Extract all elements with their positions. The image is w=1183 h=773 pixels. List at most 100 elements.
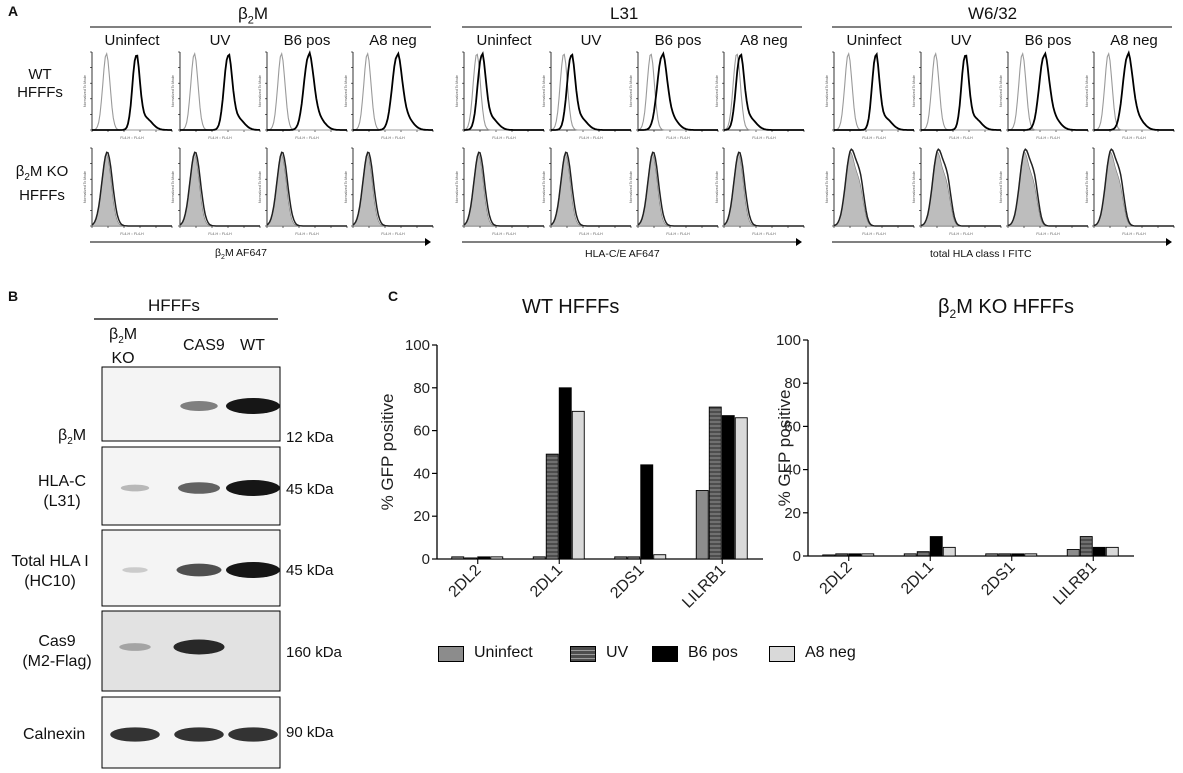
blot-band <box>180 401 218 411</box>
histogram-tiny-y-label: Normalized To Mode <box>344 171 348 203</box>
blot-band <box>178 482 220 494</box>
chart-category-label-2dl2: 2DL2 <box>817 559 856 598</box>
x-axis-label-hla-ce-af647: HLA-C/E AF647 <box>585 248 660 260</box>
chart-y-tick-label: 0 <box>793 548 801 565</box>
blot-label-total-hla: Total HLA I (HC10) <box>11 553 89 590</box>
legend-swatch-b6pos <box>652 646 678 662</box>
bar-uninfect-2ds1 <box>985 553 999 557</box>
histogram-plot-1-1-2: FL4-H :: FL4-H Normalized To Mode <box>629 147 719 236</box>
histogram-tiny-x-label: FL4-H :: FL4-H <box>208 136 232 140</box>
blot-band <box>174 727 224 742</box>
lane-label-cas9: CAS9 <box>183 337 225 354</box>
bar-b6pos-2dl2 <box>848 553 862 557</box>
column-label-2-3: A8 neg <box>1110 32 1158 49</box>
histogram-plot-2-1-2: FL4-H :: FL4-H Normalized To Mode <box>999 147 1089 236</box>
histogram-stain-curve <box>723 151 804 227</box>
histogram-tiny-y-label: Normalized To Mode <box>83 171 87 203</box>
chart-title-b2m-ko: β2M KO HFFFs <box>938 296 1074 321</box>
bar-uv-2dl1 <box>916 551 930 557</box>
histogram-stain-curve <box>1093 148 1174 227</box>
chart-y-axis-label: % GFP positive <box>775 390 794 507</box>
row-label-wt: WT HFFFs <box>17 66 63 101</box>
bar-uninfect-lilrb1 <box>695 490 709 560</box>
histogram-tiny-y-label: Normalized To Mode <box>825 75 829 107</box>
chart-y-tick-label: 60 <box>413 423 430 440</box>
histogram-tiny-y-label: Normalized To Mode <box>344 75 348 107</box>
histogram-filled-curve <box>833 151 914 227</box>
blot-2 <box>101 529 281 607</box>
bar-uv-2dl2 <box>835 553 849 557</box>
histogram-tiny-x-label: FL4-H :: FL4-H <box>120 232 144 236</box>
histogram-tiny-y-label: Normalized To Mode <box>83 75 87 107</box>
histogram-stain-curve <box>1008 51 1088 131</box>
histogram-tiny-x-label: FL4-H :: FL4-H <box>579 232 603 236</box>
chart-y-tick-label: 100 <box>405 337 430 354</box>
histogram-isotype-curve <box>463 53 544 131</box>
chart-category-label-lilrb1: LILRB1 <box>679 562 729 612</box>
chart-category-label-2dl2: 2DL2 <box>446 562 485 601</box>
histogram-plot-1-1-1: FL4-H :: FL4-H Normalized To Mode <box>542 147 632 236</box>
blot-band <box>122 567 148 573</box>
histogram-plot-1-0-3: FL4-H :: FL4-H Normalized To Mode <box>715 51 805 140</box>
histogram-plot-0-1-3: FL4-H :: FL4-H Normalized To Mode <box>344 147 434 236</box>
chart-y-tick-label: 60 <box>784 418 801 435</box>
blot-1 <box>101 446 281 526</box>
histogram-stain-curve <box>464 51 544 131</box>
bar-uv-lilrb1 <box>708 406 722 560</box>
chart-y-tick-label: 40 <box>784 462 801 479</box>
bar-chart-1: 0 20 40 60 80 100 % GFP positive 2DL2 2DL1 2DS1 LI… <box>775 332 1134 609</box>
bar-a8neg-2ds1 <box>1024 553 1038 557</box>
column-label-2-2: B6 pos <box>1024 32 1072 49</box>
histogram-stain-curve <box>91 151 172 227</box>
histogram-tiny-y-label: Normalized To Mode <box>912 75 916 107</box>
column-label-1-1: UV <box>580 32 602 49</box>
x-axis-label-total-hla: total HLA class I FITC <box>930 248 1032 260</box>
histogram-isotype-curve <box>91 52 172 131</box>
histogram-tiny-y-label: Normalized To Mode <box>912 171 916 203</box>
histogram-stain-curve <box>638 51 718 131</box>
histogram-stain-curve <box>1094 50 1174 131</box>
histogram-plot-1-1-0: FL4-H :: FL4-H Normalized To Mode <box>455 147 545 236</box>
histogram-tiny-y-label: Normalized To Mode <box>629 75 633 107</box>
histogram-plot-0-1-1: FL4-H :: FL4-H Normalized To Mode <box>171 147 261 236</box>
histogram-tiny-x-label: FL4-H :: FL4-H <box>1036 232 1060 236</box>
blot-0 <box>101 366 281 442</box>
chart-y-tick-label: 80 <box>413 380 430 397</box>
histogram-isotype-curve <box>179 52 260 131</box>
bar-uninfect-lilrb1 <box>1066 549 1080 557</box>
bar-chart-0: 0 20 40 60 80 100 % GFP positive 2DL2 2DL1 2DS1 LI… <box>378 337 763 612</box>
legend-swatch-uninfect <box>438 646 464 662</box>
blot-label-b2m: β2M <box>58 427 87 448</box>
column-label-2-0: Uninfect <box>846 32 902 49</box>
histogram-tiny-y-label: Normalized To Mode <box>825 171 829 203</box>
bar-uv-2dl2 <box>464 557 478 560</box>
bar-b6pos-2ds1 <box>640 464 654 560</box>
bar-b6pos-2dl2 <box>477 556 491 560</box>
histogram-stain-curve <box>834 52 914 131</box>
legend-label-uninfect: Uninfect <box>474 644 533 661</box>
column-label-0-3: A8 neg <box>369 32 417 49</box>
histogram-tiny-y-label: Normalized To Mode <box>171 171 175 203</box>
histogram-tiny-y-label: Normalized To Mode <box>715 75 719 107</box>
chart-y-tick-label: 40 <box>413 465 430 482</box>
blot-band <box>176 563 222 577</box>
histogram-tiny-x-label: FL4-H :: FL4-H <box>752 232 776 236</box>
histogram-stain-curve <box>551 53 631 131</box>
histogram-stain-curve <box>920 148 1001 227</box>
histogram-plot-1-0-2: FL4-H :: FL4-H Normalized To Mode <box>629 51 719 140</box>
legend-swatch-a8neg <box>769 646 795 662</box>
histogram-stain-curve <box>179 151 260 227</box>
histogram-isotype-curve <box>352 52 433 131</box>
histogram-tiny-x-label: FL4-H :: FL4-H <box>492 136 516 140</box>
histogram-filled-curve <box>920 151 1001 227</box>
histogram-plot-2-1-3: FL4-H :: FL4-H Normalized To Mode <box>1085 147 1175 236</box>
column-label-0-1: UV <box>209 32 231 49</box>
blot-label-cas9: Cas9 (M2-Flag) <box>22 633 92 670</box>
histogram-tiny-y-label: Normalized To Mode <box>629 171 633 203</box>
panel-b-letter: B <box>8 288 19 304</box>
histogram-tiny-x-label: FL4-H :: FL4-H <box>295 232 319 236</box>
histogram-tiny-x-label: FL4-H :: FL4-H <box>862 136 886 140</box>
panel-b-western-blots <box>94 318 281 769</box>
